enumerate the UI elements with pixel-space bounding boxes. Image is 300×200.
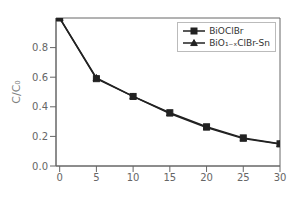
html-text:BiOClBr: BiOClBr — [209, 26, 244, 36]
svg-text:0.6: 0.6 — [32, 72, 48, 83]
svg-text:10: 10 — [127, 172, 140, 183]
svg-text:30: 30 — [274, 172, 287, 183]
svg-text:0.4: 0.4 — [32, 101, 48, 112]
svg-text:0: 0 — [56, 172, 62, 183]
html-text:BiO₁₋ₓClBr-Sn: BiO₁₋ₓClBr-Sn — [209, 38, 270, 48]
svg-text:0.2: 0.2 — [32, 131, 48, 142]
svg-text:15: 15 — [163, 172, 176, 183]
svg-text:5: 5 — [93, 172, 99, 183]
svg-text:C/C₀: C/C₀ — [10, 80, 23, 104]
svg-text:25: 25 — [237, 172, 250, 183]
svg-text:0.8: 0.8 — [32, 42, 48, 53]
svg-text:20: 20 — [200, 172, 213, 183]
svg-text:0.0: 0.0 — [32, 161, 48, 172]
